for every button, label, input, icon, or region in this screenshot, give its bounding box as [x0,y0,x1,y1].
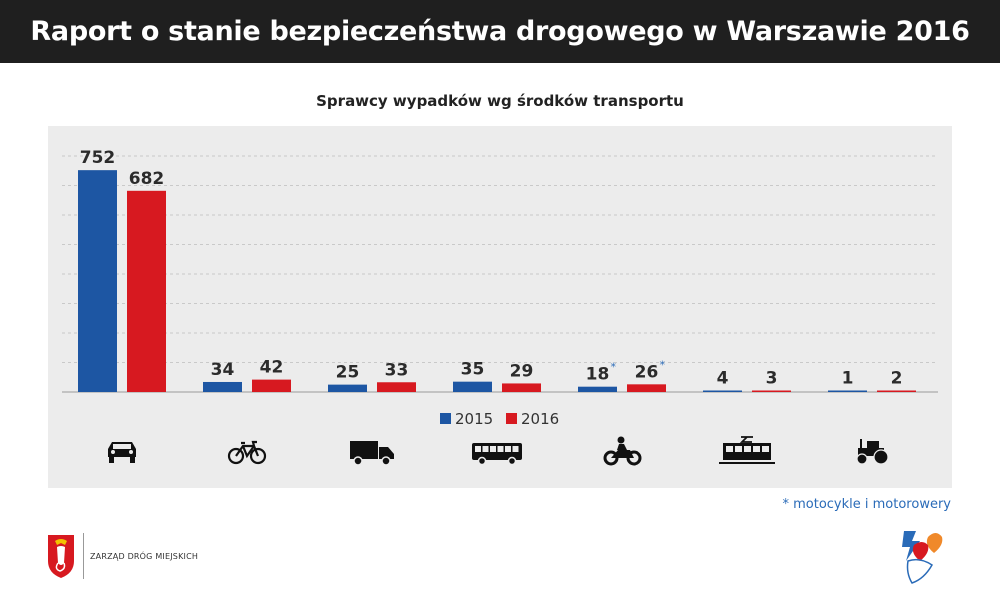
data-label-tram-2016: 3 [766,369,778,389]
bar-tram-2016 [752,390,791,392]
footer-divider [83,533,84,579]
bar-bicycle-2015 [203,381,242,392]
zakochaj-sie-w-warszawie-logo [902,531,943,584]
bus-icon [472,443,522,466]
motorcycle-icon [603,436,642,466]
bar-car-2015 [78,170,117,392]
org-name: ZARZĄD DRÓG MIEJSKICH [90,552,199,561]
footnote: * motocykle i motorowery [782,497,951,512]
data-label-motorcycle-2016: 26 [635,362,659,382]
page-title: Raport o stanie bezpieczeństwa drogowego… [30,16,970,47]
data-label-bicycle-2016: 42 [260,358,284,378]
data-label-bicycle-2015: 34 [211,360,235,380]
bar-truck-2015 [328,384,367,392]
legend-swatch-2015 [440,413,451,424]
data-label-motorcycle-2015: 18 [586,365,610,385]
bar-tram-2015 [703,390,742,392]
bar-tractor-2015 [828,390,867,392]
data-label-tram-2015: 4 [717,369,729,389]
data-label-truck-2016: 33 [385,360,409,380]
chart-panel: 752 682 34 42 25 33 35 29 18 * 26 * 4 3 1 2 2015 2016 [48,126,952,488]
bar-motorcycle-2015 [578,386,617,392]
bar-bus-2015 [453,381,492,392]
legend-swatch-2016 [506,413,517,424]
data-label-truck-2015: 25 [336,363,360,383]
legend: 2015 2016 [440,410,559,428]
bar-car-2016 [127,190,166,392]
footnote-marker-motorcycle-2016: * [660,358,666,371]
grid-lines [62,155,938,393]
chart-title: Sprawcy wypadków wg środków transportu [316,92,684,110]
legend-label-2015: 2015 [455,410,493,428]
data-label-tractor-2015: 1 [842,369,854,389]
bar-motorcycle-2016 [627,384,666,392]
bar-bus-2016 [502,383,541,392]
truck-icon [350,441,394,466]
legend-label-2016: 2016 [521,410,559,428]
footnote-marker-motorcycle-2015: * [611,361,617,374]
data-label-bus-2015: 35 [461,360,485,380]
tractor-icon [856,439,889,465]
data-label-tractor-2016: 2 [891,369,903,389]
data-label-car-2016: 682 [129,169,165,189]
tram-icon [719,436,775,464]
bicycle-icon [227,440,267,465]
header-bar: Raport o stanie bezpieczeństwa drogowego… [0,0,1000,63]
warsaw-crest-logo [48,535,74,578]
data-label-car-2015: 752 [80,148,116,168]
bar-bicycle-2016 [252,379,291,392]
bar-truck-2016 [377,382,416,392]
car-icon [108,442,136,463]
data-label-bus-2016: 29 [510,361,534,381]
bar-tractor-2016 [877,390,916,392]
